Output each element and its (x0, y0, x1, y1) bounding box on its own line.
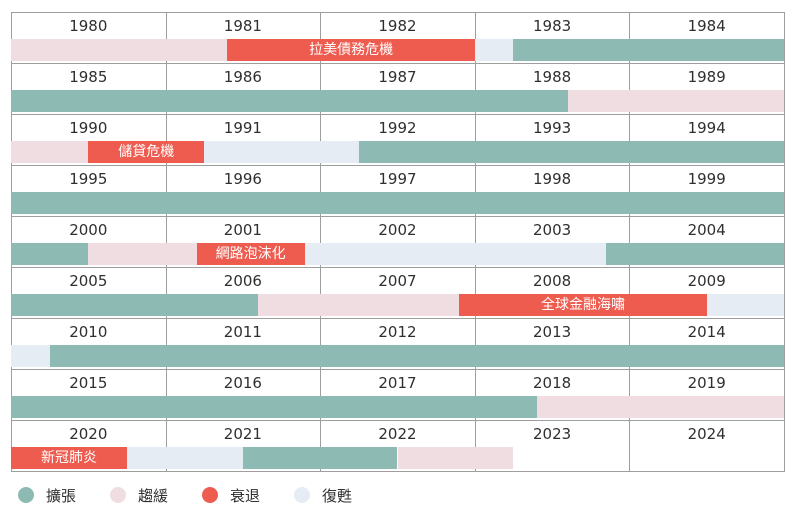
legend-item-recession: 衰退 (202, 485, 260, 506)
phase-segment-recession (88, 141, 205, 163)
phase-segment-recession (196, 243, 305, 265)
year-label-1993: 1993 (533, 119, 572, 137)
year-label-1987: 1987 (378, 68, 417, 86)
legend: 擴張 趨緩 衰退 復甦 (18, 484, 386, 506)
year-label-1998: 1998 (533, 170, 572, 188)
phase-segment-expansion (11, 294, 259, 316)
year-label-1996: 1996 (223, 170, 262, 188)
phase-segment-recovery (126, 447, 243, 469)
phase-segment-slowdown (258, 294, 460, 316)
phase-segment-expansion (11, 192, 784, 214)
year-label-1995: 1995 (69, 170, 108, 188)
year-label-2020: 2020 (69, 425, 108, 443)
timeline-grid: 1980 1981 1982 1983 1984 1985 1986 1987 1988 1989… (11, 12, 785, 472)
phase-segment-recovery (204, 141, 359, 163)
phase-segment-expansion (242, 447, 398, 469)
year-label-2011: 2011 (223, 323, 262, 341)
year-label-1992: 1992 (378, 119, 417, 137)
phase-segment-recession (11, 447, 127, 469)
year-label-2001: 2001 (223, 221, 262, 239)
phase-segment-slowdown (397, 447, 514, 469)
year-label-2010: 2010 (69, 323, 108, 341)
phase-segment-slowdown (536, 396, 784, 418)
legend-label: 復甦 (322, 486, 353, 505)
year-label-2012: 2012 (378, 323, 417, 341)
phase-segment-expansion (358, 141, 784, 163)
year-label-1980: 1980 (69, 17, 108, 35)
year-label-2022: 2022 (378, 425, 417, 443)
phase-segment-expansion (11, 243, 89, 265)
year-label-1983: 1983 (533, 17, 572, 35)
legend-label: 趨緩 (138, 486, 169, 505)
year-label-2006: 2006 (223, 272, 262, 290)
phase-segment-slowdown (11, 141, 89, 163)
phase-segment-expansion (606, 243, 784, 265)
year-label-2024: 2024 (687, 425, 726, 443)
legend-swatch-slowdown (110, 487, 127, 503)
year-label-2023: 2023 (533, 425, 572, 443)
year-label-2018: 2018 (533, 374, 572, 392)
year-label-1990: 1990 (69, 119, 108, 137)
year-label-1994: 1994 (687, 119, 726, 137)
legend-swatch-recovery (294, 487, 311, 503)
year-label-2002: 2002 (378, 221, 417, 239)
year-label-2013: 2013 (533, 323, 572, 341)
event-label: 儲貸危機 (118, 144, 175, 160)
legend-item-slowdown: 趨緩 (110, 485, 168, 506)
year-label-1985: 1985 (69, 68, 108, 86)
year-label-2003: 2003 (533, 221, 572, 239)
legend-swatch-recession (202, 487, 219, 503)
event-label: 新冠肺炎 (40, 450, 97, 466)
year-label-2004: 2004 (687, 221, 726, 239)
year-label-1986: 1986 (223, 68, 262, 86)
phase-segment-expansion (49, 345, 784, 367)
year-label-2008: 2008 (533, 272, 572, 290)
year-label-2016: 2016 (223, 374, 262, 392)
year-label-1981: 1981 (223, 17, 262, 35)
legend-item-recovery: 復甦 (294, 485, 352, 506)
phase-segment-recovery (474, 39, 514, 61)
year-cell-2024 (629, 420, 785, 472)
year-label-1991: 1991 (223, 119, 262, 137)
phase-segment-slowdown (567, 90, 784, 112)
year-label-2017: 2017 (378, 374, 417, 392)
phase-segment-recession (227, 39, 475, 61)
phase-segment-slowdown (11, 39, 228, 61)
year-label-2019: 2019 (687, 374, 726, 392)
legend-item-expansion: 擴張 (18, 485, 76, 506)
event-label: 網路泡沫化 (215, 246, 286, 262)
legend-label: 擴張 (46, 486, 77, 505)
event-label: 拉美債務危機 (309, 42, 394, 58)
year-label-2000: 2000 (69, 221, 108, 239)
phase-segment-recovery (11, 345, 50, 367)
year-label-2014: 2014 (687, 323, 726, 341)
phase-segment-expansion (11, 90, 568, 112)
year-label-1999: 1999 (687, 170, 726, 188)
year-label-2005: 2005 (69, 272, 108, 290)
year-label-1988: 1988 (533, 68, 572, 86)
legend-swatch-expansion (18, 487, 34, 503)
year-label-1982: 1982 (378, 17, 417, 35)
phase-segment-expansion (11, 396, 537, 418)
year-label-2021: 2021 (223, 425, 262, 443)
year-label-1989: 1989 (687, 68, 726, 86)
year-label-2015: 2015 (69, 374, 108, 392)
year-label-2007: 2007 (378, 272, 417, 290)
event-label: 全球金融海嘯 (541, 297, 625, 313)
phase-segment-recovery (304, 243, 607, 265)
year-label-2009: 2009 (687, 272, 726, 290)
phase-segment-recession (459, 294, 707, 316)
phase-segment-recovery (706, 294, 784, 316)
legend-label: 衰退 (230, 486, 261, 505)
year-label-1984: 1984 (687, 17, 726, 35)
year-label-1997: 1997 (378, 170, 417, 188)
phase-segment-expansion (513, 39, 784, 61)
phase-segment-slowdown (88, 243, 197, 265)
